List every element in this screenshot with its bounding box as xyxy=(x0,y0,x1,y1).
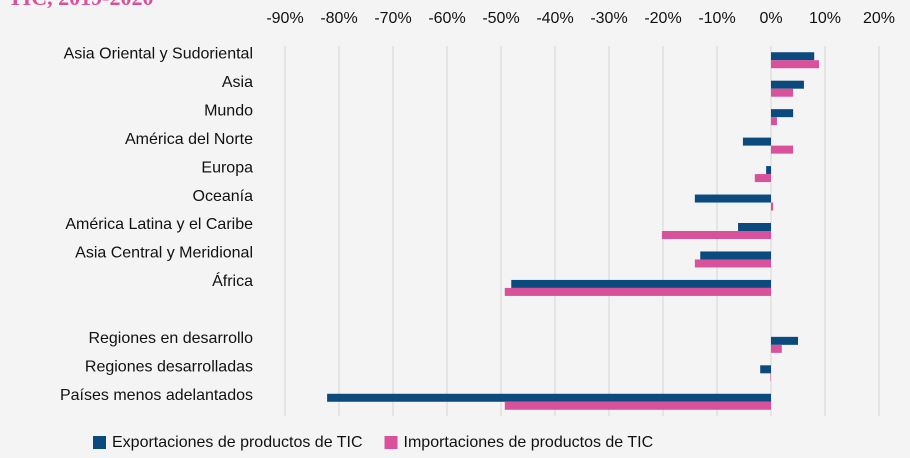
x-tick-label: -90% xyxy=(266,10,303,27)
y-tick-label: América Latina y el Caribe xyxy=(65,216,253,233)
bar xyxy=(694,194,771,203)
y-tick-label: Oceanía xyxy=(193,188,254,205)
bar xyxy=(771,145,794,154)
y-tick-label: África xyxy=(212,271,253,290)
y-tick-label: Europa xyxy=(201,159,253,176)
x-tick-label: -30% xyxy=(590,10,627,27)
legend-swatch xyxy=(93,436,106,449)
chart-title: TIC, 2019-2020 xyxy=(8,0,153,10)
x-tick-label: -80% xyxy=(320,10,357,27)
bar xyxy=(327,393,771,402)
bar xyxy=(661,231,771,239)
legend-label: Exportaciones de productos de TIC xyxy=(112,434,363,451)
y-tick-label: América del Norte xyxy=(125,131,253,148)
bar xyxy=(738,223,771,231)
bar xyxy=(694,259,771,268)
bar xyxy=(754,174,771,183)
legend-label: Importaciones de productos de TIC xyxy=(404,434,654,451)
bar xyxy=(511,279,771,288)
x-tick-label: -70% xyxy=(374,10,411,27)
x-tick-label: -50% xyxy=(482,10,519,27)
y-tick-label: Asia xyxy=(222,74,253,91)
bar xyxy=(771,336,798,345)
y-tick-label: Asia Oriental y Sudoriental xyxy=(64,45,253,62)
bar xyxy=(770,373,771,382)
bar xyxy=(742,137,771,146)
x-tick-label: -10% xyxy=(698,10,735,27)
bar xyxy=(771,88,794,97)
x-tick-label: 20% xyxy=(863,10,895,27)
y-tick-label: Regiones en desarrollo xyxy=(88,330,253,347)
x-tick-label: -60% xyxy=(428,10,465,27)
bar xyxy=(760,365,771,374)
x-tick-label: 10% xyxy=(809,10,841,27)
y-tick-label: Asia Central y Meridional xyxy=(75,245,253,262)
bar xyxy=(771,109,794,118)
bar xyxy=(771,117,777,126)
bar xyxy=(771,52,815,61)
bar xyxy=(700,251,771,260)
bar xyxy=(504,287,771,296)
x-tick-label: 0% xyxy=(759,10,782,27)
legend-swatch xyxy=(384,436,398,449)
bar xyxy=(771,60,820,69)
y-tick-label: Mundo xyxy=(204,102,253,119)
bar xyxy=(504,401,771,410)
x-tick-label: -20% xyxy=(644,10,681,27)
bar xyxy=(771,344,782,353)
bar xyxy=(771,202,774,211)
bar xyxy=(771,80,804,89)
y-tick-label: Regiones desarrolladas xyxy=(85,359,253,376)
y-tick-label: Países menos adelantados xyxy=(60,387,253,404)
x-tick-label: -40% xyxy=(536,10,573,27)
bar xyxy=(766,166,771,175)
